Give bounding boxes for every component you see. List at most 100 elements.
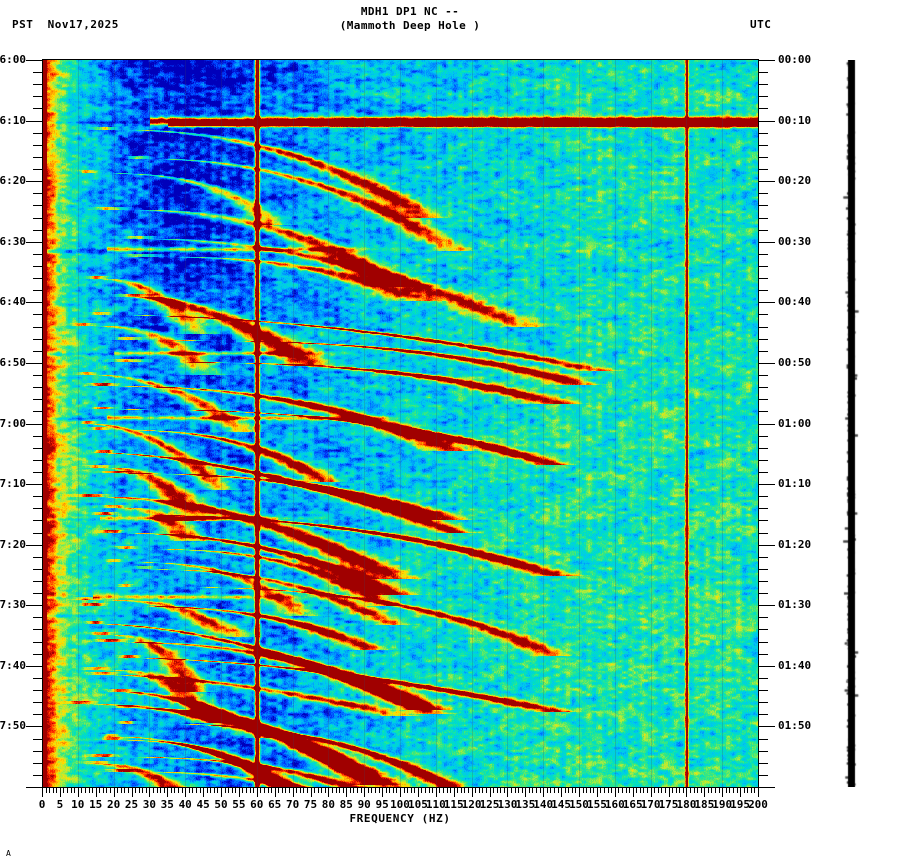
x-tick xyxy=(250,788,251,793)
x-tick xyxy=(511,788,512,793)
x-axis-label: 50 xyxy=(214,798,228,811)
x-tick xyxy=(164,788,165,793)
x-axis-label: 155 xyxy=(586,798,607,811)
x-axis-label: 120 xyxy=(461,798,482,811)
y-tick-left xyxy=(33,72,42,73)
y-axis-label-pst: 16:50 xyxy=(0,355,26,369)
y-tick-right xyxy=(759,581,768,582)
y-tick-right xyxy=(759,363,775,364)
y-tick-left xyxy=(33,763,42,764)
y-tick-right xyxy=(759,230,768,231)
x-tick xyxy=(149,788,150,797)
y-tick-right xyxy=(759,557,768,558)
y-tick-right xyxy=(759,751,768,752)
x-tick xyxy=(421,788,422,793)
x-tick xyxy=(500,788,501,793)
x-tick xyxy=(96,788,97,797)
x-tick xyxy=(99,788,100,793)
x-tick xyxy=(49,788,50,793)
y-tick-right xyxy=(759,205,768,206)
y-tick-right xyxy=(759,169,768,170)
x-axis-label: 145 xyxy=(551,798,572,811)
x-tick xyxy=(264,788,265,793)
x-tick xyxy=(737,788,738,793)
y-tick-left xyxy=(33,84,42,85)
y-tick-right xyxy=(759,702,768,703)
x-tick xyxy=(726,788,727,793)
y-tick-right xyxy=(759,133,768,134)
x-axis-label: 35 xyxy=(160,798,174,811)
x-axis-label: 115 xyxy=(443,798,464,811)
x-tick xyxy=(622,788,623,793)
x-tick xyxy=(747,788,748,793)
y-axis-label-pst: 16:20 xyxy=(0,174,26,188)
y-axis-label-pst: 17:50 xyxy=(0,719,26,733)
x-axis-label: 190 xyxy=(712,798,733,811)
x-tick xyxy=(665,788,666,793)
x-tick xyxy=(63,788,64,793)
x-tick xyxy=(719,788,720,793)
x-tick xyxy=(411,788,412,793)
x-axis-label: 135 xyxy=(515,798,536,811)
y-tick-right xyxy=(759,739,768,740)
y-tick-right xyxy=(759,496,768,497)
x-tick xyxy=(651,788,652,797)
x-tick xyxy=(694,788,695,793)
x-tick xyxy=(558,788,559,793)
y-tick-left xyxy=(33,739,42,740)
axis-bottom xyxy=(42,787,759,788)
y-tick-right xyxy=(759,278,768,279)
x-tick xyxy=(235,788,236,793)
x-tick xyxy=(285,788,286,793)
y-tick-left xyxy=(33,642,42,643)
x-tick xyxy=(654,788,655,793)
x-tick xyxy=(443,788,444,793)
y-tick-right xyxy=(759,218,768,219)
x-tick xyxy=(447,788,448,793)
x-tick xyxy=(536,788,537,793)
y-axis-label-utc: 00:50 xyxy=(778,355,812,369)
y-axis-label-utc: 00:30 xyxy=(778,234,812,248)
x-tick xyxy=(382,788,383,797)
y-tick-right xyxy=(759,666,775,667)
y-tick-left xyxy=(33,157,42,158)
x-axis-label: 175 xyxy=(658,798,679,811)
x-tick xyxy=(418,788,419,797)
x-tick xyxy=(157,788,158,793)
x-tick xyxy=(586,788,587,793)
x-tick xyxy=(74,788,75,793)
y-tick-left xyxy=(33,205,42,206)
y-tick-right xyxy=(759,520,768,521)
y-axis-label-pst: 17:30 xyxy=(0,598,26,612)
x-tick xyxy=(89,788,90,793)
x-tick xyxy=(658,788,659,793)
x-tick xyxy=(160,788,161,793)
x-tick xyxy=(636,788,637,793)
x-tick xyxy=(375,788,376,793)
x-tick xyxy=(515,788,516,793)
y-tick-left xyxy=(33,472,42,473)
x-tick xyxy=(396,788,397,793)
y-tick-right xyxy=(759,714,768,715)
x-tick xyxy=(493,788,494,793)
y-tick-left xyxy=(33,496,42,497)
x-tick xyxy=(608,788,609,793)
y-tick-right xyxy=(759,339,768,340)
y-tick-left xyxy=(33,399,42,400)
x-axis-label: 70 xyxy=(285,798,300,811)
x-tick xyxy=(561,788,562,797)
x-tick xyxy=(124,788,125,793)
x-tick xyxy=(318,788,319,793)
y-tick-right xyxy=(759,314,768,315)
y-tick-right xyxy=(759,375,768,376)
x-tick xyxy=(192,788,193,793)
y-tick-left xyxy=(33,351,42,352)
x-tick xyxy=(475,788,476,793)
y-tick-right xyxy=(759,302,775,303)
y-axis-label-utc: 00:40 xyxy=(778,295,812,309)
y-tick-left xyxy=(33,520,42,521)
x-tick xyxy=(554,788,555,793)
seismogram-trace xyxy=(840,60,868,787)
y-tick-right xyxy=(759,351,768,352)
x-tick xyxy=(271,788,272,793)
